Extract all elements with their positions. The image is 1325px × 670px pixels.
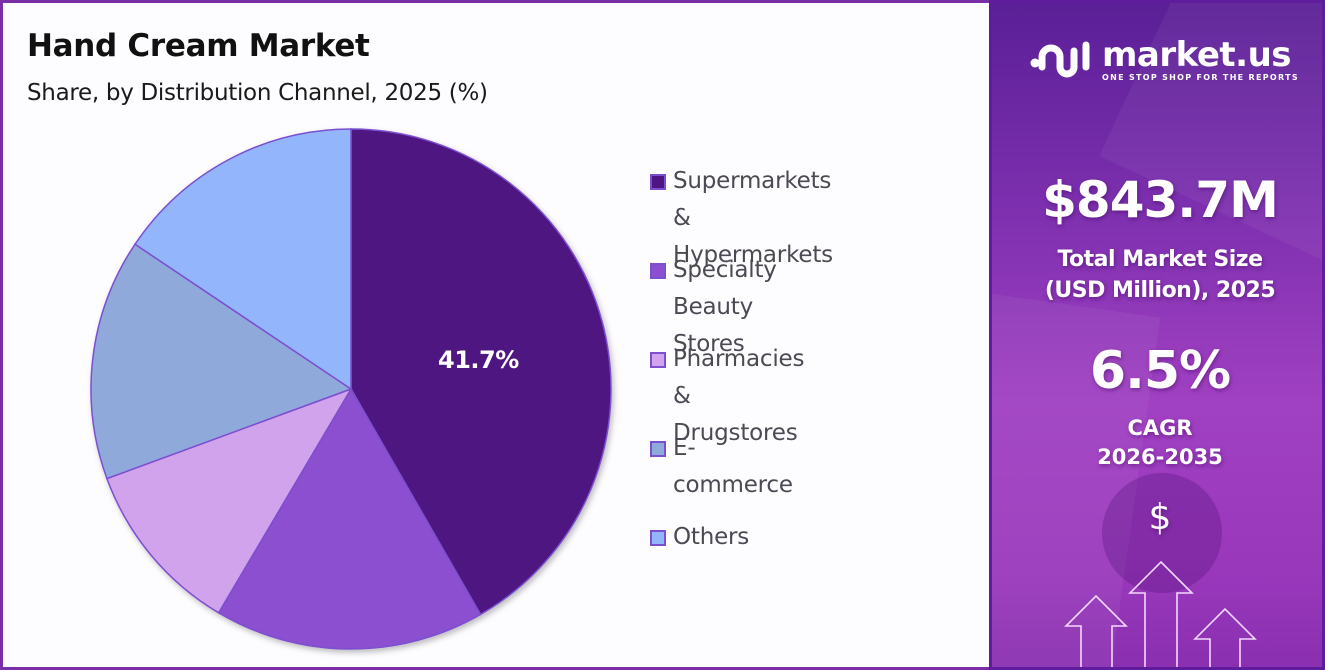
pie-svg xyxy=(90,128,612,650)
legend-item-ecommerce[interactable]: E-commerce xyxy=(650,430,793,504)
legend-label: Pharmacies & Drugstores xyxy=(673,346,805,446)
legend-label: E-commerce xyxy=(673,435,793,498)
market-us-logo[interactable]: market.us ONE STOP SHOP FOR THE REPORTS xyxy=(1030,37,1299,83)
legend-item-specialty-beauty[interactable]: Specialty Beauty Stores xyxy=(650,252,777,363)
legend-swatch-pharmacies xyxy=(650,352,666,368)
slice-label-supermarkets: 41.7% xyxy=(438,346,519,374)
logo-mark-icon xyxy=(1030,41,1090,78)
legend-item-supermarkets[interactable]: Supermarkets & Hypermarkets xyxy=(650,163,833,274)
legend-label: Supermarkets & Hypermarkets xyxy=(673,168,833,268)
logo-name: market.us xyxy=(1102,35,1292,75)
pie-slice-supermarkets[interactable] xyxy=(350,128,612,616)
legend-swatch-others xyxy=(650,530,666,546)
growth-arrows-icon xyxy=(1064,560,1257,667)
pie-slice-specialty-beauty[interactable] xyxy=(217,387,482,650)
legend-label: Specialty Beauty Stores xyxy=(673,257,777,357)
market-size-value: $843.7M xyxy=(1042,171,1279,229)
summary-sidebar: market.us ONE STOP SHOP FOR THE REPORTS … xyxy=(989,0,1325,670)
pie-slice-others[interactable] xyxy=(134,128,352,391)
pie-slice-ecommerce[interactable] xyxy=(90,243,353,480)
legend-label: Others xyxy=(673,524,750,550)
logo-tagline: ONE STOP SHOP FOR THE REPORTS xyxy=(1102,73,1299,82)
chart-title: Hand Cream Market xyxy=(27,28,370,64)
market-size-label: Total Market Size (USD Million), 2025 xyxy=(1044,247,1276,303)
cagr-label: CAGR 2026-2035 xyxy=(1097,416,1223,469)
background-decoration xyxy=(1102,473,1222,593)
legend-swatch-supermarkets xyxy=(650,174,666,190)
chart-subtitle: Share, by Distribution Channel, 2025 (%) xyxy=(27,80,488,106)
legend-item-others[interactable]: Others xyxy=(650,519,749,556)
legend-swatch-specialty-beauty xyxy=(650,263,666,279)
legend-item-pharmacies[interactable]: Pharmacies & Drugstores xyxy=(650,341,804,452)
legend-swatch-ecommerce xyxy=(650,441,666,457)
chart-panel: Hand Cream Market Share, by Distribution… xyxy=(0,0,989,670)
dollar-icon: $ xyxy=(1148,497,1172,538)
cagr-value: 6.5% xyxy=(1089,341,1231,401)
pie-chart: 41.7% xyxy=(88,125,618,655)
pie-slice-pharmacies[interactable] xyxy=(105,387,353,614)
